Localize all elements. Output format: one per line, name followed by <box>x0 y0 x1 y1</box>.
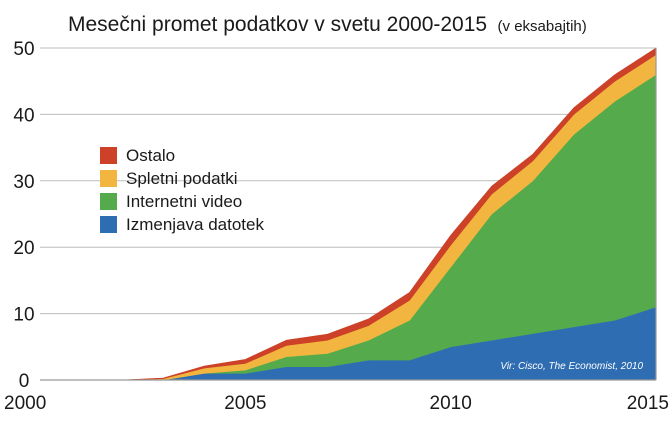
legend-item-ostalo: Ostalo <box>100 146 175 165</box>
legend-swatch-internetni-video <box>100 193 117 210</box>
legend-label-spletni-podatki: Spletni podatki <box>126 169 238 188</box>
legend-label-izmenjava-datotek: Izmenjava datotek <box>126 215 264 234</box>
x-tick-label-2010: 2010 <box>430 393 472 414</box>
y-tick-label-10: 10 <box>13 305 34 326</box>
legend-item-izmenjava-datotek: Izmenjava datotek <box>100 215 264 234</box>
legend-label-internetni-video: Internetni video <box>126 192 242 211</box>
y-tick-label-50: 50 <box>13 39 34 60</box>
y-tick-label-20: 20 <box>13 238 34 259</box>
chart-title: Mesečni promet podatkov v svetu 2000-201… <box>68 13 587 36</box>
legend: Ostalo Spletni podatki Internetni video Izm… <box>100 146 264 234</box>
x-axis-ticks: 2000 2005 2010 2015 <box>4 393 669 414</box>
legend-item-spletni-podatki: Spletni podatki <box>100 169 238 188</box>
legend-swatch-spletni-podatki <box>100 170 117 187</box>
chart-title-main: Mesečni promet podatkov v svetu 2000-201… <box>68 13 487 36</box>
source-note: Vir: Cisco, The Economist, 2010 <box>500 361 643 372</box>
legend-swatch-izmenjava-datotek <box>100 216 117 233</box>
x-tick-label-2005: 2005 <box>224 393 266 414</box>
axes <box>40 48 657 381</box>
y-tick-label-30: 30 <box>13 172 34 193</box>
legend-label-ostalo: Ostalo <box>126 146 175 165</box>
legend-item-internetni-video: Internetni video <box>100 192 242 211</box>
y-axis-ticks: 0 10 20 30 40 50 <box>13 39 34 392</box>
y-tick-label-40: 40 <box>13 105 34 126</box>
x-tick-label-2000: 2000 <box>4 393 46 414</box>
area-series <box>40 47 657 381</box>
chart-title-subtitle: (v eksabajtih) <box>498 18 587 35</box>
x-tick-label-2015: 2015 <box>627 393 669 414</box>
y-tick-label-0: 0 <box>19 371 30 392</box>
legend-swatch-ostalo <box>100 147 117 164</box>
